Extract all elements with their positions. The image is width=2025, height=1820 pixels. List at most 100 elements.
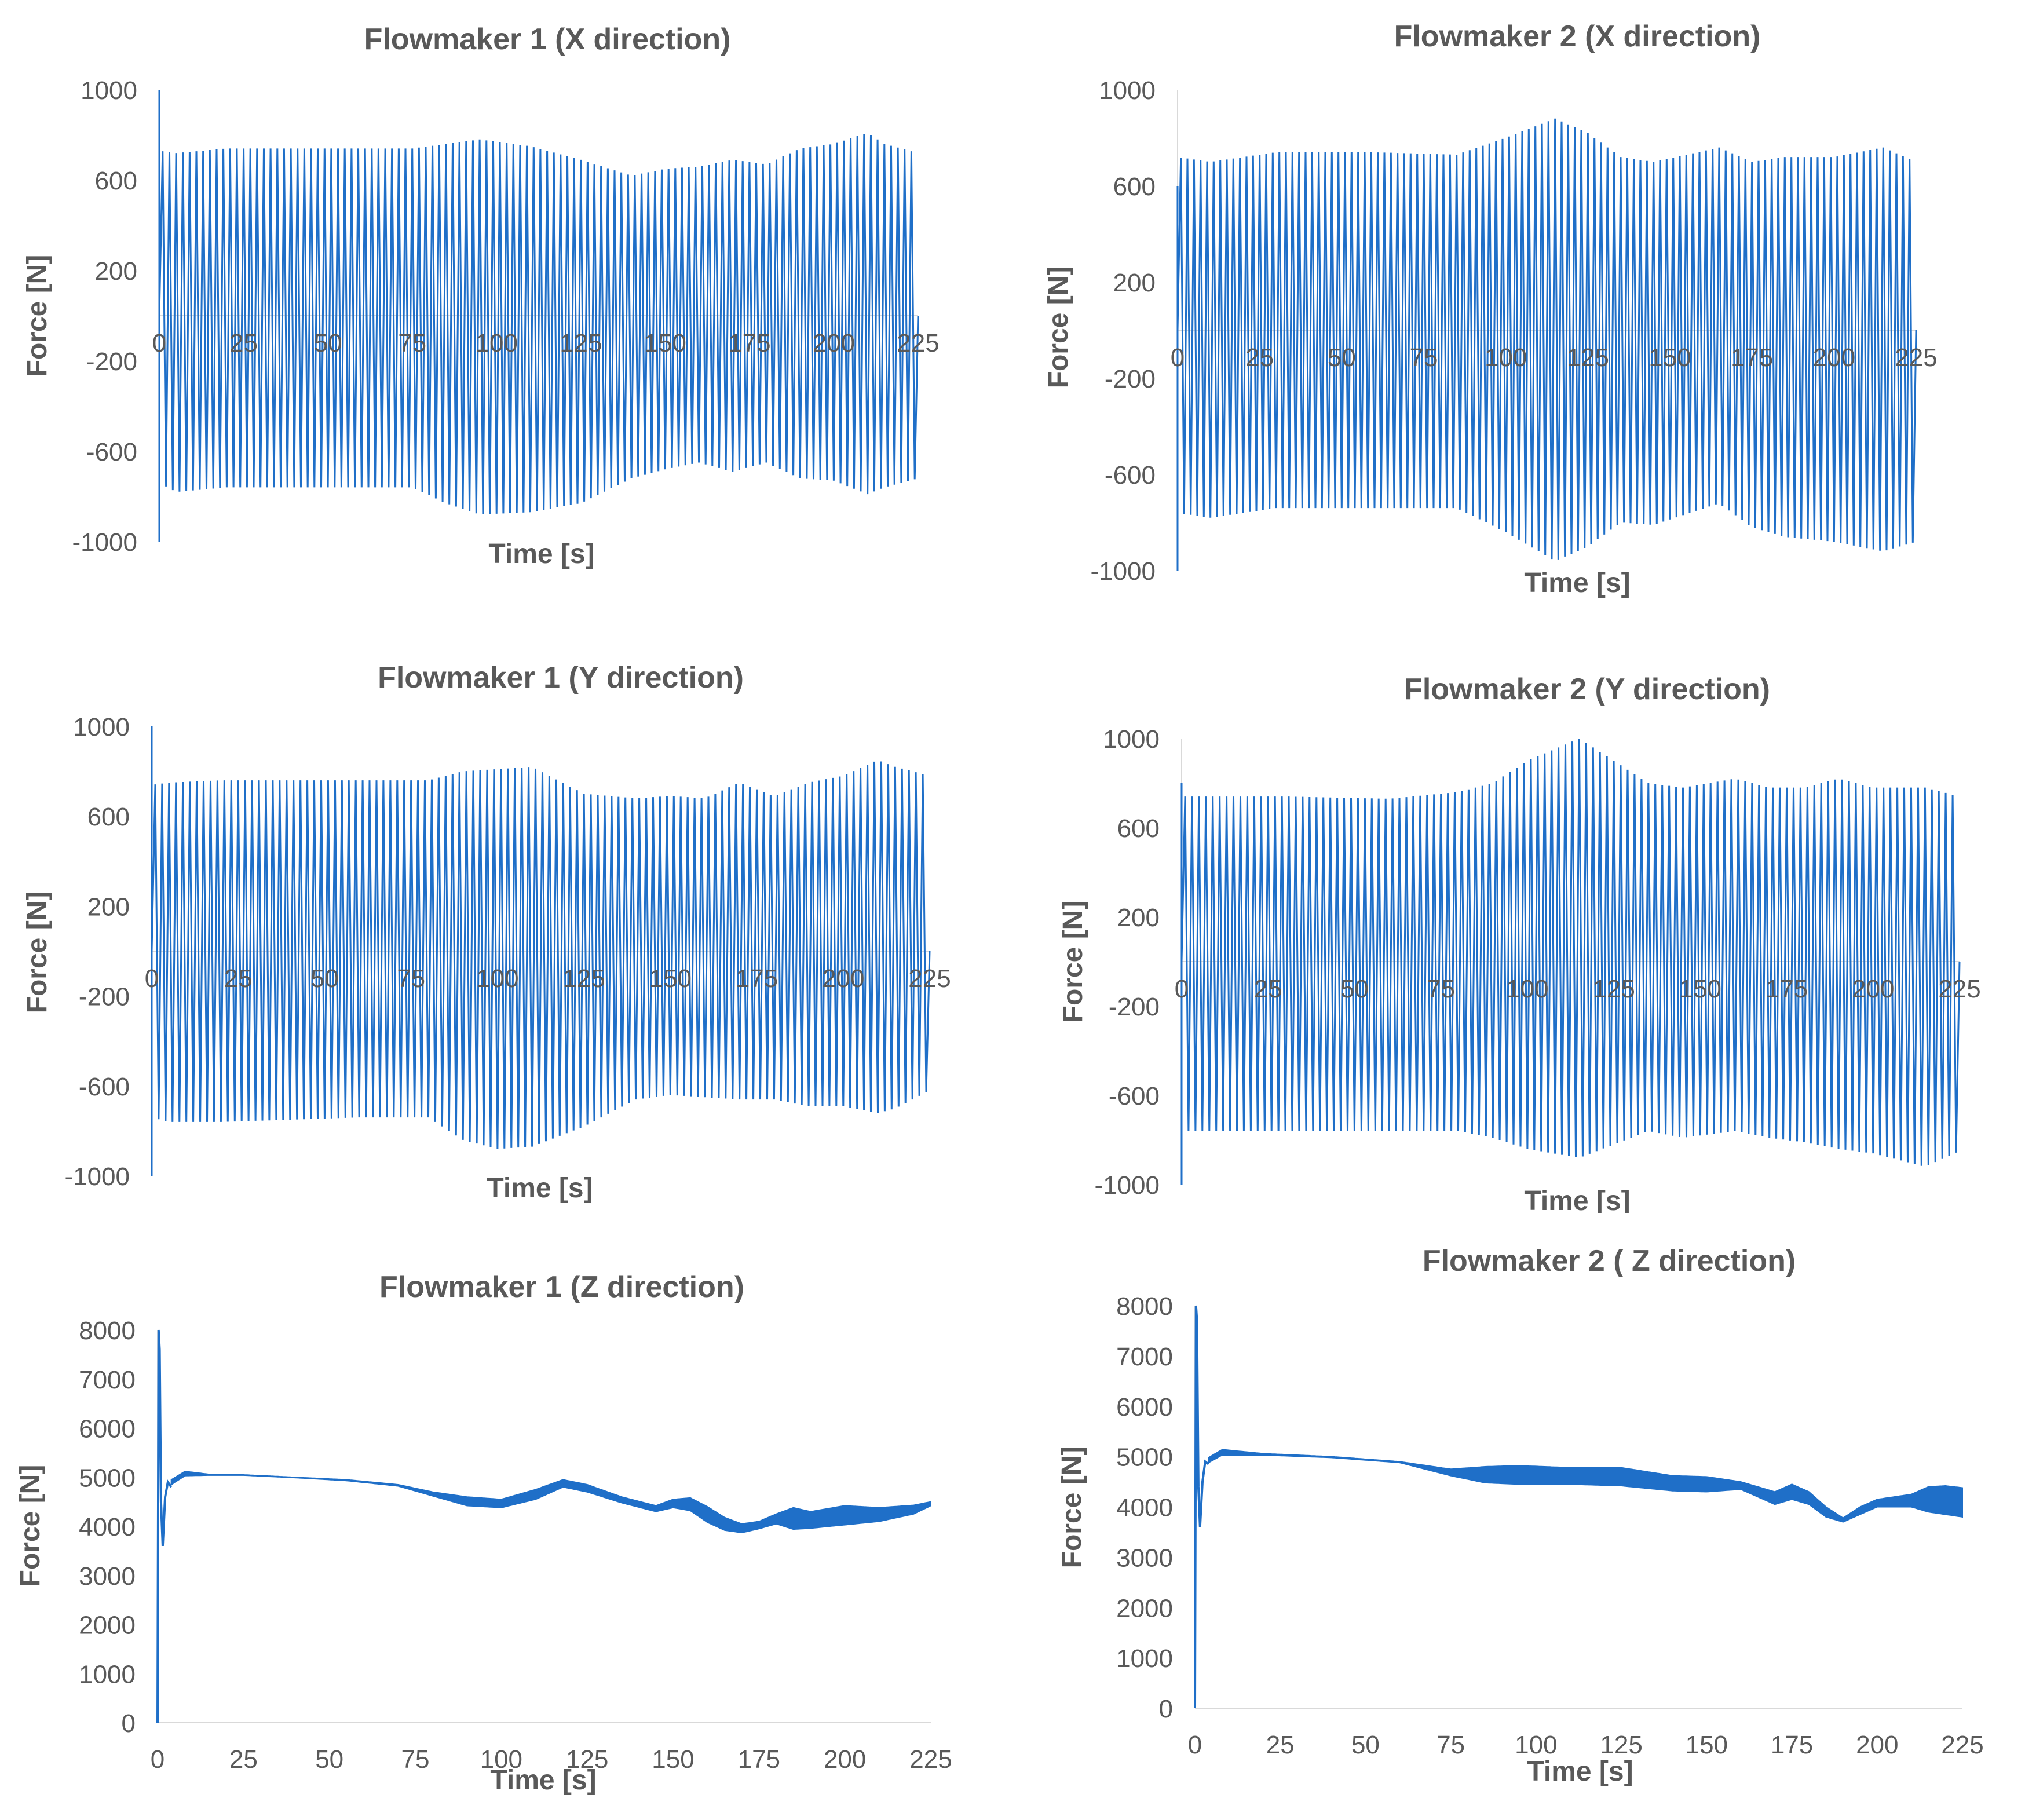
x-tick-label: 0 [1175, 975, 1189, 1003]
chart-title: Flowmaker 2 ( Z direction) [1423, 1244, 1796, 1278]
x-tick-label: 150 [1648, 343, 1691, 372]
x-tick-label: 25 [1254, 975, 1282, 1003]
x-tick-label: 125 [562, 964, 605, 993]
force-series-line [1180, 738, 1961, 1185]
x-tick-label: 175 [1771, 1731, 1813, 1759]
x-tick-label: 100 [476, 964, 518, 993]
x-tick-label: 150 [652, 1745, 694, 1774]
x-axis-label: Time [s] [1527, 1756, 1633, 1787]
y-axis-label: Force [N] [22, 255, 53, 377]
chart-title: Flowmaker 1 (X direction) [364, 23, 731, 56]
force-band [1208, 1449, 1963, 1523]
y-tick-label: -200 [1109, 993, 1160, 1021]
y-tick-label: -200 [86, 348, 137, 376]
x-tick-label: 175 [1766, 975, 1808, 1003]
x-tick-label: 25 [224, 964, 253, 993]
x-tick-label: 75 [1436, 1731, 1465, 1759]
y-axis-label: Force [N] [1043, 266, 1074, 389]
chart-panel-fm2z: Flowmaker 2 ( Z direction) 8000 7000 6000 50… [1013, 1213, 2025, 1819]
x-tick-label: 50 [1351, 1731, 1380, 1759]
y-tick-label: 5000 [1116, 1443, 1173, 1472]
x-axis-label: Time [s] [1524, 568, 1630, 598]
chart-panel-fm2x: Flowmaker 2 (X direction) 1000 600 200 -200 -… [1013, 0, 2025, 606]
x-tick-label: 225 [909, 1745, 952, 1774]
x-tick-label: 25 [1266, 1731, 1295, 1759]
chart-fm2z: Flowmaker 2 ( Z direction) 8000 7000 6000 50… [1057, 1244, 1984, 1787]
x-tick-label: 100 [1485, 343, 1527, 372]
x-tick-label: 100 [480, 1745, 522, 1774]
y-axis-label: Force [N] [1058, 901, 1088, 1023]
x-tick-label: 50 [310, 964, 339, 993]
x-tick-label: 125 [566, 1745, 608, 1774]
force-series-line [151, 726, 931, 1176]
x-tick-label: 50 [1328, 343, 1356, 372]
x-tick-label: 200 [1852, 975, 1894, 1003]
x-tick-label: 0 [152, 329, 166, 357]
y-tick-label: -600 [1105, 461, 1156, 489]
x-tick-label: 50 [314, 329, 342, 357]
chart-panel-fm1x: Flowmaker 1 (X direction) 1000 600 200 -200-… [0, 0, 1013, 606]
x-tick-label: 200 [1813, 343, 1855, 372]
y-tick-label: 3000 [1116, 1544, 1173, 1572]
x-tick-label: 50 [315, 1745, 343, 1774]
x-tick-label: 125 [1592, 975, 1635, 1003]
x-tick-label: 225 [1895, 343, 1937, 372]
y-tick-label: -1000 [64, 1163, 130, 1191]
y-tick-label: -1000 [1090, 557, 1156, 586]
x-axis-label: Time [s] [488, 539, 594, 569]
x-tick-label: 25 [1245, 343, 1274, 372]
y-tick-label: -1000 [1094, 1171, 1160, 1200]
chart-panel-fm1z: Flowmaker 1 (Z direction) 8000 7000 6000 500… [0, 1213, 1013, 1819]
y-tick-label: -200 [1105, 365, 1156, 393]
y-tick-label: 600 [1113, 173, 1156, 201]
y-tick-label: 1000 [81, 76, 137, 105]
y-tick-label: 0 [1159, 1695, 1173, 1723]
force-band [170, 1471, 931, 1534]
x-tick-label: 150 [649, 964, 692, 993]
y-tick-label: 8000 [1116, 1292, 1173, 1321]
y-tick-label: 600 [95, 167, 137, 195]
x-tick-label: 200 [813, 329, 855, 357]
force-series-line [158, 90, 919, 542]
chart-title: Flowmaker 1 (Z direction) [379, 1270, 744, 1304]
chart-fm2x: Flowmaker 2 (X direction) 1000 600 200 -200 -… [1043, 20, 1938, 598]
y-tick-label: 1000 [1103, 725, 1160, 754]
chart-fm2y: Flowmaker 2 (Y direction)1000600200-200-… [1058, 673, 1981, 1213]
y-tick-label: 0 [122, 1709, 136, 1738]
y-tick-label: -600 [1109, 1082, 1160, 1110]
x-tick-label: 75 [1410, 343, 1438, 372]
y-tick-label: 200 [95, 257, 137, 286]
x-tick-label: 100 [1506, 975, 1548, 1003]
x-tick-label: 200 [1856, 1731, 1898, 1759]
chart-title: Flowmaker 2 (X direction) [1394, 20, 1761, 53]
x-axis-label: Time [s] [1524, 1186, 1630, 1213]
y-tick-label: 2000 [1116, 1594, 1173, 1622]
force-transient-line [156, 1329, 173, 1723]
y-tick-label: 1000 [79, 1660, 136, 1689]
x-tick-label: 125 [1600, 1731, 1642, 1759]
y-tick-label: 1000 [1099, 76, 1156, 105]
chart-panel-fm2y: Flowmaker 2 (Y direction) 1000 600 200 -200-… [1013, 606, 2025, 1213]
chart-fm1y: Flowmaker 1 (Y direction)1000600200-200-… [22, 661, 951, 1204]
x-tick-label: 0 [145, 964, 159, 993]
y-tick-label: -600 [79, 1073, 130, 1101]
force-transient-line [1194, 1305, 1209, 1709]
chart-title: Flowmaker 2 (Y direction) [1404, 673, 1770, 706]
y-tick-label: 5000 [79, 1464, 136, 1492]
y-axis-label: Force [N] [22, 891, 53, 1014]
y-tick-label: 4000 [1116, 1494, 1173, 1522]
x-tick-label: 175 [728, 329, 770, 357]
x-tick-label: 175 [1731, 343, 1773, 372]
chart-panel-fm1y: Flowmaker 1 (Y direction) 1000 600 200 -200-… [0, 606, 1013, 1213]
x-tick-label: 0 [151, 1745, 165, 1774]
x-tick-label: 75 [397, 964, 425, 993]
y-axis-label: Force [N] [15, 1465, 46, 1587]
x-tick-label: 150 [1679, 975, 1721, 1003]
y-tick-label: 200 [87, 893, 130, 921]
x-tick-label: 200 [824, 1745, 866, 1774]
x-tick-label: 75 [398, 329, 426, 357]
chart-fm1z: Flowmaker 1 (Z direction)800070006000500… [15, 1270, 952, 1796]
x-tick-label: 175 [736, 964, 778, 993]
x-tick-label: 50 [1340, 975, 1369, 1003]
x-tick-label: 225 [908, 964, 951, 993]
